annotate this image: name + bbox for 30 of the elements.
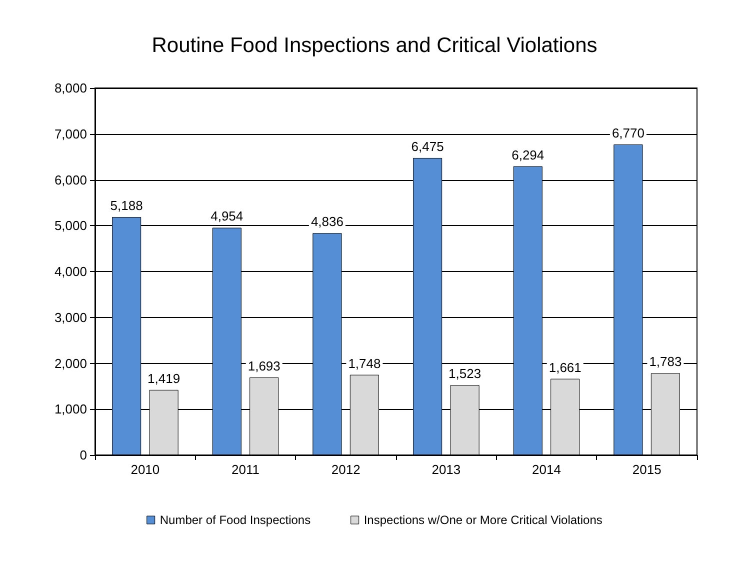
data-label: 1,419 xyxy=(148,370,180,386)
y-tick-label: 7,000 xyxy=(54,126,87,142)
y-tick-label: 1,000 xyxy=(54,402,87,417)
y-tick-label: 3,000 xyxy=(54,310,87,325)
data-label: 1,523 xyxy=(448,366,482,382)
x-tick-label: 2013 xyxy=(432,462,461,477)
data-label: 5,188 xyxy=(110,198,143,213)
data-label: 6,294 xyxy=(512,147,544,162)
legend-label: Number of Food Inspections xyxy=(160,513,311,527)
y-tick-label: 0 xyxy=(80,448,87,462)
x-tick-label: 2015 xyxy=(632,462,662,477)
y-tick-label: 4,000 xyxy=(54,264,87,279)
x-tick-label: 2012 xyxy=(331,462,360,477)
data-label: 1,693 xyxy=(248,358,280,374)
data-label: 4,836 xyxy=(310,214,344,230)
data-label: 1,661 xyxy=(548,360,582,375)
x-tick-label: 2011 xyxy=(232,462,260,477)
y-tick-label: 8,000 xyxy=(54,80,87,96)
legend-label: Inspections w/One or More Critical Violations xyxy=(364,513,602,527)
y-tick-label: 2,000 xyxy=(54,356,87,371)
data-label: 6,770 xyxy=(612,125,644,140)
x-tick-label: 2014 xyxy=(532,462,561,477)
data-label: 1,783 xyxy=(649,354,682,370)
x-tick-label: 2010 xyxy=(130,462,160,477)
y-tick-label: 6,000 xyxy=(54,172,87,188)
y-tick-label: 5,000 xyxy=(54,218,87,234)
data-label: 1,748 xyxy=(348,356,381,371)
data-label: 4,954 xyxy=(210,208,244,224)
data-label: 6,475 xyxy=(411,138,444,154)
chart-title: Routine Food Inspections and Critical Violations xyxy=(152,34,598,57)
